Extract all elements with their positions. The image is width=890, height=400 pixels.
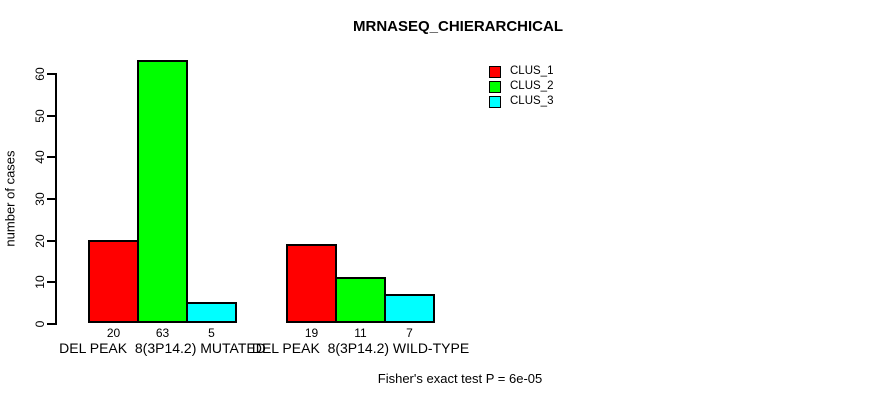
legend-swatch-icon xyxy=(489,65,501,78)
legend-label: CLUS_3 xyxy=(510,95,554,107)
bar-value-label: 11 xyxy=(354,326,367,340)
category-label: DEL PEAK 8(3P14.2) MUTATED xyxy=(59,340,266,356)
legend-swatch-icon xyxy=(489,95,501,108)
bar-clus_1-2 xyxy=(286,244,337,323)
bar-clus_2-2 xyxy=(335,277,386,323)
chart-title: MRNASEQ_CHIERARCHICAL xyxy=(352,18,564,35)
bar-value-label: 19 xyxy=(304,326,319,340)
y-tick xyxy=(47,156,57,159)
y-tick xyxy=(47,281,57,284)
stat-note: Fisher's exact test P = 6e-05 xyxy=(377,371,543,386)
bar-value-label: 7 xyxy=(406,326,413,340)
y-tick-label: 10 xyxy=(33,275,47,290)
bar-value-label: 20 xyxy=(106,326,121,340)
legend-label: CLUS_1 xyxy=(510,65,554,77)
y-tick-label: 60 xyxy=(33,67,47,81)
bar-value-label: 5 xyxy=(208,326,215,340)
legend-item-clus_2: CLUS_2 xyxy=(489,79,553,94)
bar-clus_3-1 xyxy=(186,302,237,323)
legend-label: CLUS_2 xyxy=(510,80,554,92)
legend: CLUS_1 CLUS_2 CLUS_3 xyxy=(489,64,553,109)
legend-item-clus_3: CLUS_3 xyxy=(489,94,553,109)
legend-swatch-icon xyxy=(489,80,501,93)
y-tick xyxy=(47,114,57,117)
y-tick xyxy=(47,239,57,242)
bar-clus_2-1 xyxy=(137,60,188,323)
y-tick xyxy=(47,73,57,75)
y-tick-label: 30 xyxy=(33,192,47,206)
y-tick-label: 20 xyxy=(33,233,47,248)
bar-clus_1-1 xyxy=(88,240,139,323)
y-tick-label: 40 xyxy=(33,150,47,165)
bar-value-label: 63 xyxy=(155,326,170,340)
category-label: DEL PEAK 8(3P14.2) WILD-TYPE xyxy=(251,340,470,356)
y-tick xyxy=(47,198,57,200)
y-axis-label: number of cases xyxy=(2,150,18,247)
y-tick-label: 50 xyxy=(33,108,47,123)
y-tick-label: 0 xyxy=(33,320,47,328)
y-tick xyxy=(47,323,57,325)
bar-clus_3-2 xyxy=(384,294,435,323)
legend-item-clus_1: CLUS_1 xyxy=(489,64,553,79)
